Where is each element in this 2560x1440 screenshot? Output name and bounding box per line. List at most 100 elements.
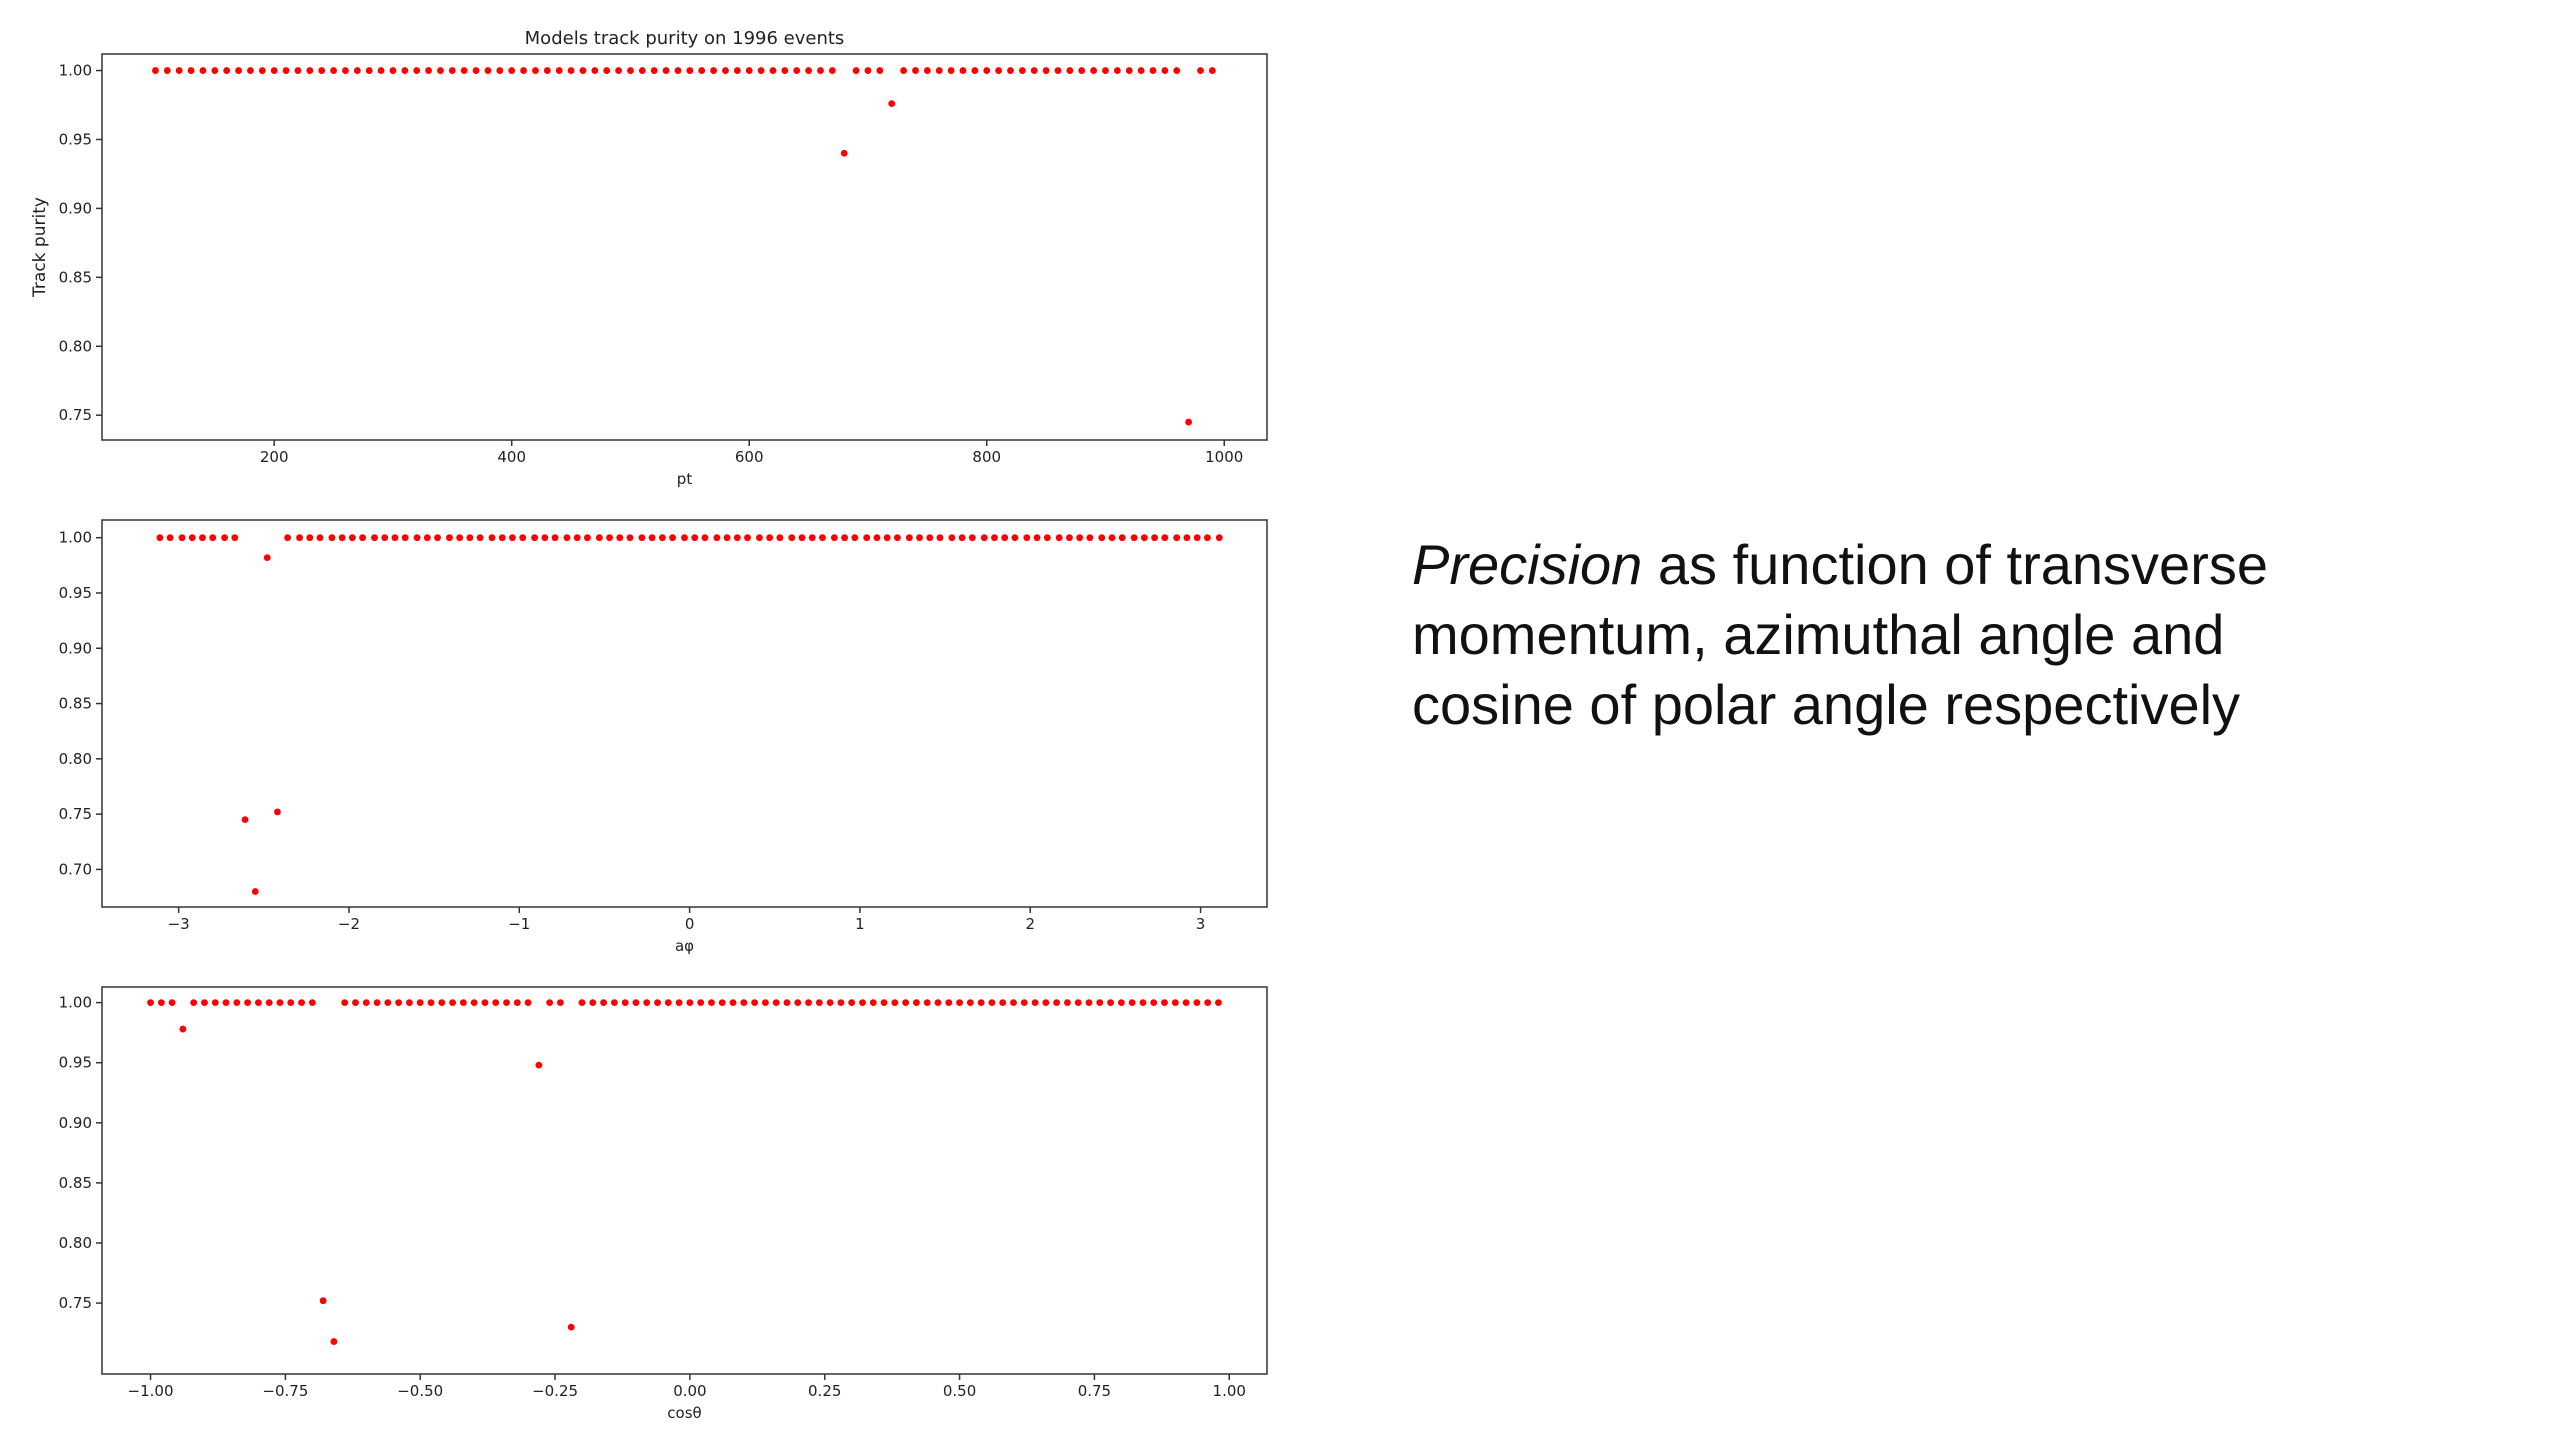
point bbox=[1042, 999, 1050, 1007]
x-tick-label: 200 bbox=[260, 448, 289, 466]
caption-text: as function of transverse momentum, azim… bbox=[1412, 533, 2268, 736]
caption-emphasis: Precision bbox=[1412, 533, 1643, 596]
x-tick-label: 0 bbox=[685, 915, 695, 933]
point bbox=[958, 534, 966, 542]
point bbox=[460, 67, 468, 74]
point bbox=[1128, 999, 1136, 1007]
point bbox=[244, 999, 252, 1007]
point bbox=[330, 67, 337, 74]
y-axis-label: Track purity bbox=[30, 197, 50, 298]
point bbox=[308, 999, 316, 1007]
point bbox=[1020, 999, 1028, 1007]
point bbox=[900, 67, 908, 74]
point bbox=[1173, 534, 1181, 542]
x-axis-label: aφ bbox=[675, 937, 694, 955]
point bbox=[968, 534, 976, 542]
point bbox=[815, 999, 823, 1007]
point bbox=[722, 67, 729, 74]
point bbox=[805, 67, 813, 74]
y-tick-label: 1.00 bbox=[59, 994, 92, 1012]
point bbox=[384, 999, 392, 1007]
point bbox=[578, 999, 586, 1007]
point bbox=[610, 999, 618, 1007]
point bbox=[1193, 534, 1201, 542]
point bbox=[956, 999, 963, 1007]
x-tick-label: 800 bbox=[972, 448, 1001, 466]
point bbox=[988, 999, 996, 1007]
point bbox=[808, 534, 816, 542]
point bbox=[817, 67, 824, 74]
point bbox=[508, 67, 516, 74]
point bbox=[1033, 534, 1041, 542]
point bbox=[298, 999, 305, 1007]
point bbox=[567, 1323, 575, 1331]
y-tick-label: 0.95 bbox=[59, 1054, 92, 1072]
point bbox=[805, 999, 812, 1007]
point bbox=[648, 534, 656, 542]
point bbox=[772, 999, 780, 1007]
point bbox=[265, 999, 273, 1007]
point bbox=[686, 999, 694, 1007]
y-tick-label: 0.85 bbox=[59, 695, 92, 713]
point bbox=[781, 67, 789, 74]
y-tick-label: 0.75 bbox=[59, 1294, 92, 1312]
point bbox=[766, 534, 774, 542]
y-tick-label: 0.95 bbox=[59, 130, 92, 148]
point bbox=[971, 67, 979, 74]
point bbox=[650, 67, 658, 74]
point bbox=[211, 999, 219, 1007]
point bbox=[306, 534, 314, 542]
x-tick-label: 600 bbox=[735, 448, 764, 466]
point bbox=[959, 67, 967, 74]
point bbox=[231, 534, 239, 542]
point bbox=[830, 534, 838, 542]
point bbox=[1208, 67, 1216, 74]
point bbox=[503, 999, 510, 1007]
point bbox=[389, 67, 397, 74]
point bbox=[338, 534, 346, 542]
y-tick-label: 0.80 bbox=[59, 337, 92, 355]
point bbox=[296, 534, 303, 542]
point bbox=[912, 67, 919, 74]
point bbox=[488, 534, 496, 542]
point bbox=[686, 67, 694, 74]
point bbox=[1001, 534, 1009, 542]
point bbox=[894, 534, 901, 542]
point bbox=[926, 534, 934, 542]
point bbox=[1078, 67, 1086, 74]
point bbox=[851, 534, 859, 542]
x-axis-label: cosθ bbox=[667, 1404, 701, 1422]
point bbox=[449, 999, 456, 1007]
point bbox=[163, 67, 171, 74]
point bbox=[916, 534, 923, 542]
point bbox=[352, 999, 359, 1007]
point bbox=[1090, 67, 1098, 74]
x-tick-label: 0.25 bbox=[808, 1382, 841, 1400]
point bbox=[416, 999, 424, 1007]
point bbox=[423, 534, 431, 542]
point bbox=[819, 534, 826, 542]
point bbox=[681, 534, 688, 542]
x-tick-label: 2 bbox=[1025, 915, 1035, 933]
point bbox=[1066, 534, 1073, 542]
point bbox=[573, 534, 581, 542]
point bbox=[643, 999, 651, 1007]
point bbox=[1010, 999, 1017, 1007]
point bbox=[864, 67, 872, 74]
point bbox=[1183, 534, 1191, 542]
y-tick-label: 0.95 bbox=[59, 584, 92, 602]
point bbox=[1074, 999, 1082, 1007]
point bbox=[251, 888, 259, 895]
point bbox=[740, 999, 748, 1007]
point bbox=[395, 999, 403, 1007]
point bbox=[1130, 534, 1138, 542]
point bbox=[888, 100, 896, 108]
point bbox=[664, 999, 672, 1007]
point bbox=[999, 999, 1007, 1007]
point bbox=[157, 999, 165, 1007]
point bbox=[913, 999, 920, 1007]
point bbox=[472, 67, 480, 74]
point bbox=[563, 534, 571, 542]
point bbox=[348, 534, 356, 542]
